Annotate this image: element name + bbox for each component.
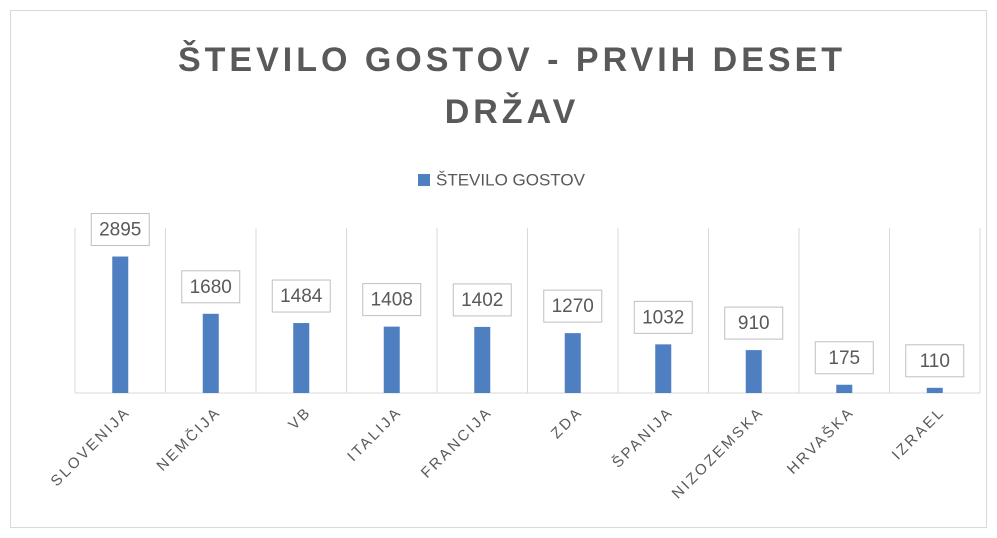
data-label-box [452,283,512,317]
bar [745,350,762,393]
bar [926,387,943,393]
legend-label: ŠTEVILO GOSTOV [436,170,586,189]
data-label-box [633,300,693,334]
data-label-box [362,283,422,317]
data-label: 1484 [280,286,323,307]
chart-title: ŠTEVILO GOSTOV - PRVIH DESET DRŽAV [177,41,847,131]
data-label: 175 [828,348,860,369]
data-label: 1408 [371,290,413,311]
legend-swatch [418,174,430,186]
data-label: 1270 [552,296,594,317]
data-label: 110 [920,351,950,372]
data-label-box [905,344,965,378]
data-label-box [271,279,331,313]
bar [474,326,491,393]
bar [836,384,853,393]
data-label: 910 [738,313,770,334]
bar [383,326,400,393]
data-label-box [181,270,241,304]
bar [293,323,310,393]
data-label: 2895 [99,220,141,241]
bar [112,256,129,393]
data-label: 1402 [461,290,503,311]
bar [564,333,581,393]
bar [202,313,219,393]
data-label: 1680 [190,277,232,298]
data-label-box [543,289,603,323]
data-label-box [814,341,874,375]
data-label: 1032 [642,307,684,328]
bar [655,344,672,393]
chart-border [10,10,987,528]
data-label-box [90,213,150,247]
data-label-box [724,306,784,340]
